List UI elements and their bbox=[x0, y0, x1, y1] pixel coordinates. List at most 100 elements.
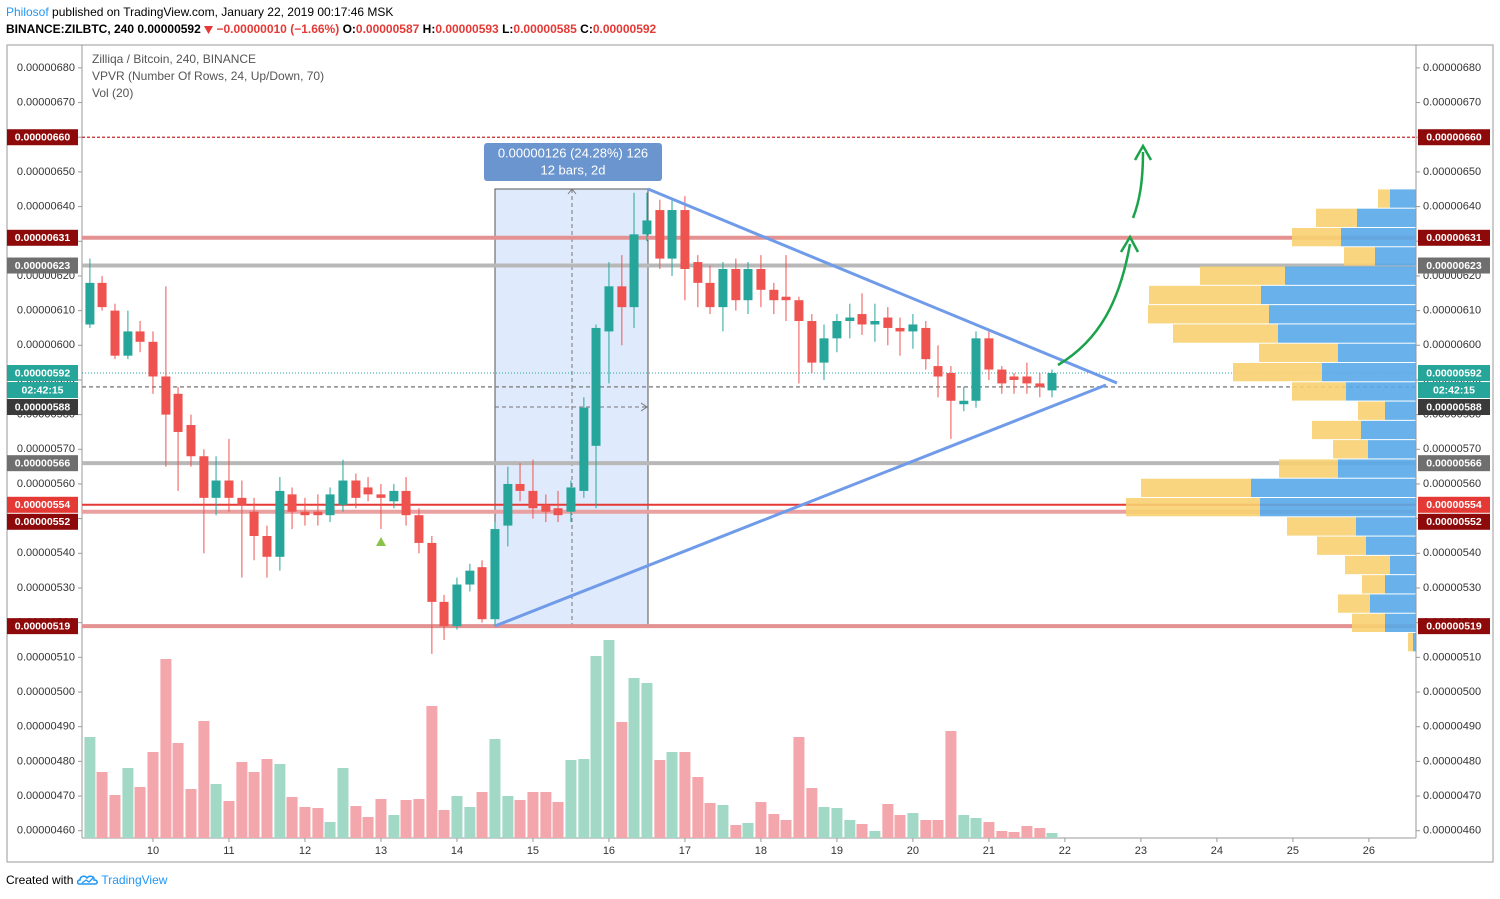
brand[interactable]: TradingView bbox=[101, 873, 168, 887]
volume-bar bbox=[438, 810, 450, 838]
vpvr-up bbox=[1375, 247, 1416, 266]
volume-bar bbox=[210, 784, 222, 838]
candle-body bbox=[97, 282, 107, 308]
vpvr-down bbox=[1344, 247, 1375, 266]
candle-body bbox=[161, 376, 171, 415]
volume-bar bbox=[768, 814, 780, 838]
y-tick-label: 0.00000530 bbox=[17, 582, 75, 594]
y-tick-label: 0.00000560 bbox=[1423, 478, 1481, 490]
candle-body bbox=[1035, 383, 1045, 387]
candle-body bbox=[490, 529, 500, 620]
volume-bar bbox=[780, 820, 792, 838]
candle-body bbox=[921, 327, 931, 360]
candle-body bbox=[1047, 373, 1057, 391]
vpvr-down bbox=[1345, 555, 1390, 575]
candle-body bbox=[870, 321, 880, 325]
candles bbox=[85, 192, 1057, 654]
y-tick-label: 0.00000670 bbox=[17, 96, 75, 108]
y-tick-label: 0.00000460 bbox=[1423, 825, 1481, 837]
y-tick-label: 0.00000510 bbox=[1423, 651, 1481, 663]
volume-bar bbox=[578, 759, 590, 838]
level-label: 0.00000554 bbox=[15, 499, 71, 511]
y-tick-label: 0.00000470 bbox=[17, 790, 75, 802]
measure-text: 0.00000126 (24.28%) 126 bbox=[498, 145, 648, 160]
y-tick-label: 0.00000500 bbox=[1423, 686, 1481, 698]
y-tick-label: 0.00000560 bbox=[17, 478, 75, 490]
volume-bar bbox=[388, 815, 400, 838]
x-tick-label: 22 bbox=[1059, 845, 1071, 857]
volume-bar bbox=[856, 824, 868, 838]
chart-frame bbox=[6, 44, 1494, 863]
candle-body bbox=[731, 268, 741, 301]
volume-bar bbox=[679, 752, 691, 838]
vpvr-down bbox=[1233, 362, 1322, 382]
volume-bar bbox=[717, 805, 729, 838]
candle-body bbox=[845, 317, 855, 322]
candle-body bbox=[186, 425, 196, 457]
level-label-box bbox=[1418, 455, 1490, 472]
candle-body bbox=[148, 341, 158, 377]
candle-body bbox=[553, 508, 563, 516]
candle-body bbox=[503, 483, 513, 526]
volume-bar bbox=[451, 796, 463, 838]
volume-bar bbox=[894, 815, 906, 838]
candle-body bbox=[401, 490, 411, 516]
x-tick-label: 11 bbox=[223, 845, 234, 857]
volume-bar bbox=[324, 822, 336, 838]
level-label-box bbox=[1418, 229, 1490, 246]
level-label-box bbox=[1418, 365, 1490, 382]
candle-body bbox=[895, 327, 905, 332]
candle-body bbox=[857, 314, 867, 325]
volume-bar bbox=[730, 825, 742, 838]
vpvr-up bbox=[1356, 517, 1416, 536]
vpvr-down bbox=[1378, 189, 1390, 208]
y-tick-label: 0.00000680 bbox=[17, 62, 75, 74]
countdown: 02:42:15 bbox=[1433, 384, 1475, 396]
author[interactable]: Philosof bbox=[6, 5, 49, 19]
volume-bar bbox=[476, 792, 488, 838]
candle-body bbox=[541, 504, 551, 512]
level-label: 0.00000554 bbox=[1426, 499, 1482, 511]
y-tick-label: 0.00000470 bbox=[1423, 790, 1481, 802]
volume-bar bbox=[96, 772, 108, 838]
volume-bar bbox=[882, 804, 894, 838]
candle-body bbox=[819, 338, 829, 363]
y-tick-label: 0.00000510 bbox=[17, 651, 75, 663]
level-label: 0.00000519 bbox=[15, 620, 71, 632]
volume-bar bbox=[654, 760, 666, 838]
indicator: Vol (20) bbox=[92, 86, 133, 100]
level-label-box bbox=[1418, 257, 1490, 274]
x-tick-label: 10 bbox=[147, 845, 159, 857]
candle-body bbox=[262, 535, 272, 557]
legend: Zilliqa / Bitcoin, 240, BINANCE VPVR (Nu… bbox=[92, 52, 324, 100]
y-tick-label: 0.00000490 bbox=[1423, 721, 1481, 733]
vpvr-down bbox=[1358, 401, 1385, 420]
y-tick-label: 0.00000650 bbox=[17, 166, 75, 178]
volume-bar bbox=[666, 752, 678, 838]
candle-body bbox=[971, 338, 981, 401]
annotations: 0.00000126 (24.28%) 126 12 bars, 2d bbox=[376, 143, 1153, 628]
volume-bar bbox=[793, 737, 805, 838]
volume-bar bbox=[147, 752, 159, 838]
candle-body bbox=[984, 338, 994, 370]
vpvr-up bbox=[1338, 459, 1416, 478]
y-tick-label: 0.00000480 bbox=[1423, 755, 1481, 767]
candle-body bbox=[452, 584, 462, 627]
volume-bar bbox=[603, 640, 615, 838]
indicator: VPVR (Number Of Rows, 24, Up/Down, 70) bbox=[92, 69, 324, 83]
candle-body bbox=[376, 494, 386, 498]
volume-bar bbox=[540, 792, 552, 838]
candle-body bbox=[743, 268, 753, 301]
candle-body bbox=[211, 480, 221, 498]
volume-bar bbox=[641, 683, 653, 838]
volume-bar bbox=[223, 801, 235, 838]
vpvr-up bbox=[1357, 208, 1416, 227]
candle-body bbox=[718, 268, 728, 308]
candle-body bbox=[667, 210, 677, 259]
level-label-box bbox=[7, 455, 78, 472]
volume-bar bbox=[565, 760, 577, 838]
candle-body bbox=[1009, 376, 1019, 380]
chart-title: Zilliqa / Bitcoin, 240, BINANCE bbox=[92, 52, 256, 66]
y-tick-label: 0.00000570 bbox=[17, 443, 75, 455]
